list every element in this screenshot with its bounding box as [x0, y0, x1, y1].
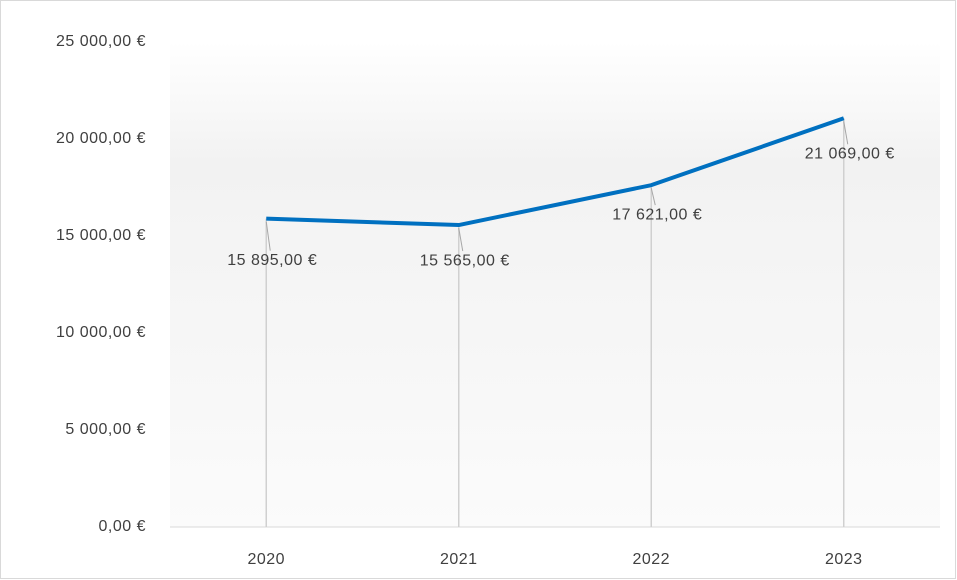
y-tick-label: 20 000,00 €	[56, 130, 146, 147]
x-tick-label: 2021	[440, 551, 478, 568]
data-label: 15 565,00 €	[420, 252, 510, 269]
x-tick-label: 2023	[825, 551, 863, 568]
label-leader	[843, 121, 849, 145]
y-tick-label: 10 000,00 €	[56, 324, 146, 341]
label-leader	[650, 188, 656, 206]
plot-area	[170, 42, 940, 527]
series-line	[266, 116, 845, 228]
data-label: 21 069,00 €	[805, 145, 895, 162]
y-tick-label: 15 000,00 €	[56, 227, 146, 244]
y-tick-label: 0,00 €	[99, 518, 146, 535]
x-tick-label: 2022	[632, 551, 670, 568]
y-tick-label: 5 000,00 €	[65, 421, 146, 438]
y-tick-label: 25 000,00 €	[56, 33, 146, 50]
data-label: 17 621,00 €	[612, 206, 702, 223]
label-leader	[458, 227, 464, 252]
label-leader	[265, 221, 271, 251]
data-label: 15 895,00 €	[227, 252, 317, 269]
x-tick-label: 2020	[247, 551, 285, 568]
